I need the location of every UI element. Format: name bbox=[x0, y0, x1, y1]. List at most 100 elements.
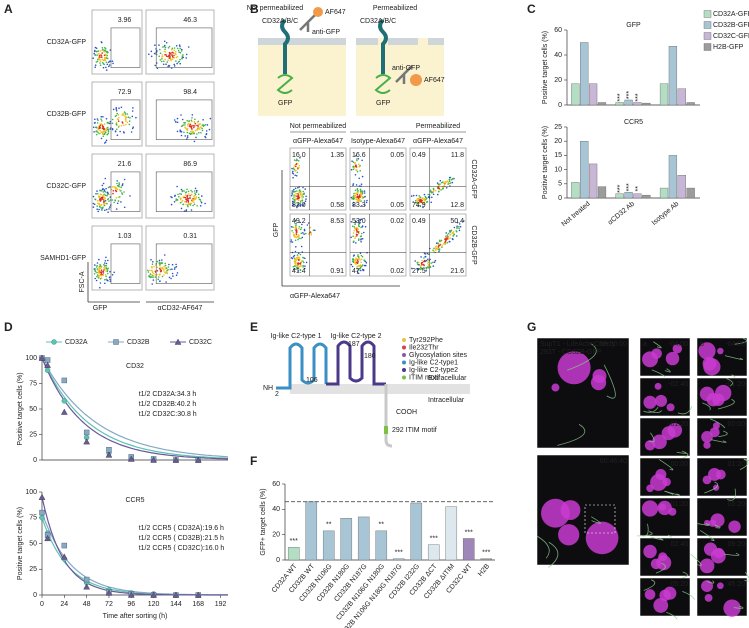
event-dot bbox=[95, 47, 98, 49]
event-dot bbox=[300, 237, 302, 240]
y-tick-label: 25 bbox=[29, 431, 37, 438]
event-dot bbox=[365, 262, 368, 264]
event-dot bbox=[107, 267, 109, 270]
event-dot bbox=[115, 110, 118, 112]
event-dot bbox=[424, 253, 427, 255]
event-dot bbox=[123, 111, 126, 113]
event-dot bbox=[196, 205, 198, 207]
bar bbox=[357, 516, 370, 561]
event-dot bbox=[357, 265, 359, 268]
event-dot bbox=[298, 237, 301, 239]
event-dot bbox=[116, 128, 118, 130]
cell-fiber bbox=[744, 572, 749, 582]
event-dot bbox=[135, 116, 137, 119]
bar bbox=[615, 102, 624, 106]
bar bbox=[615, 193, 624, 199]
event-dot bbox=[164, 264, 167, 267]
event-dot bbox=[194, 198, 197, 201]
event-dot bbox=[301, 223, 303, 226]
cell-blob bbox=[701, 431, 713, 443]
y-tick-label: 25 bbox=[554, 124, 562, 131]
event-dot bbox=[302, 232, 304, 234]
event-dot bbox=[302, 266, 304, 268]
event-dot bbox=[149, 273, 152, 275]
event-dot bbox=[298, 257, 300, 260]
event-dot bbox=[106, 194, 108, 197]
event-dot bbox=[363, 264, 366, 267]
event-dot bbox=[444, 238, 446, 240]
cell-blob bbox=[652, 434, 667, 450]
event-dot bbox=[430, 201, 433, 204]
itim-segment bbox=[384, 426, 388, 434]
event-dot bbox=[150, 276, 153, 278]
bar bbox=[642, 102, 651, 106]
bar bbox=[287, 547, 300, 561]
event-dot bbox=[184, 200, 186, 203]
significance: *** bbox=[395, 550, 403, 557]
event-dot bbox=[294, 190, 297, 193]
event-dot bbox=[441, 244, 444, 246]
event-dot bbox=[296, 206, 298, 209]
event-dot bbox=[100, 115, 103, 118]
event-dot bbox=[107, 211, 109, 213]
event-dot bbox=[299, 202, 301, 205]
event-dot bbox=[208, 128, 211, 131]
cell-fiber bbox=[717, 399, 735, 410]
event-dot bbox=[179, 201, 182, 204]
event-dot bbox=[186, 129, 189, 131]
quadrant-value: 0.02 bbox=[390, 268, 404, 275]
significance: ** bbox=[379, 522, 385, 529]
x-tick-label: 120 bbox=[148, 601, 160, 608]
event-dot bbox=[107, 259, 109, 262]
event-dot bbox=[354, 223, 356, 226]
timestamp: 00:00 bbox=[727, 421, 745, 428]
event-dot bbox=[192, 199, 195, 201]
panel-label: A bbox=[4, 2, 13, 16]
event-dot bbox=[112, 192, 114, 195]
event-dot bbox=[105, 267, 108, 269]
event-dot bbox=[179, 58, 181, 61]
event-dot bbox=[123, 206, 126, 209]
legend-label: Ile232Thr bbox=[409, 344, 439, 351]
event-dot bbox=[114, 186, 117, 188]
event-dot bbox=[199, 123, 201, 126]
event-dot bbox=[159, 48, 161, 51]
event-dot bbox=[98, 55, 101, 57]
event-dot bbox=[173, 119, 176, 121]
event-dot bbox=[120, 190, 122, 192]
event-dot bbox=[305, 198, 307, 200]
event-dot bbox=[150, 50, 153, 53]
event-dot bbox=[416, 261, 419, 264]
event-dot bbox=[176, 47, 179, 50]
event-dot bbox=[198, 131, 200, 134]
event-dot bbox=[176, 62, 178, 65]
event-dot bbox=[107, 186, 110, 189]
event-dot bbox=[123, 178, 126, 181]
event-dot bbox=[291, 193, 294, 195]
timestamp: 05:20 bbox=[727, 501, 745, 508]
event-dot bbox=[358, 199, 360, 201]
point bbox=[44, 361, 51, 368]
point bbox=[61, 542, 68, 549]
event-dot bbox=[291, 190, 294, 192]
event-dot bbox=[193, 126, 195, 129]
event-dot bbox=[105, 66, 107, 69]
event-dot bbox=[438, 187, 440, 190]
flow-plot bbox=[145, 225, 215, 291]
event-dot bbox=[179, 45, 181, 48]
event-dot bbox=[104, 141, 107, 143]
event-dot bbox=[194, 118, 196, 121]
event-dot bbox=[154, 274, 156, 276]
event-dot bbox=[187, 205, 189, 208]
event-dot bbox=[103, 54, 106, 56]
cell-fiber bbox=[643, 579, 656, 591]
event-dot bbox=[352, 235, 354, 237]
event-dot bbox=[359, 265, 362, 268]
event-dot bbox=[171, 54, 173, 56]
event-dot bbox=[182, 203, 184, 206]
event-dot bbox=[150, 55, 153, 58]
event-dot bbox=[356, 200, 358, 203]
event-dot bbox=[170, 277, 172, 280]
event-dot bbox=[191, 131, 194, 134]
event-dot bbox=[434, 249, 437, 251]
